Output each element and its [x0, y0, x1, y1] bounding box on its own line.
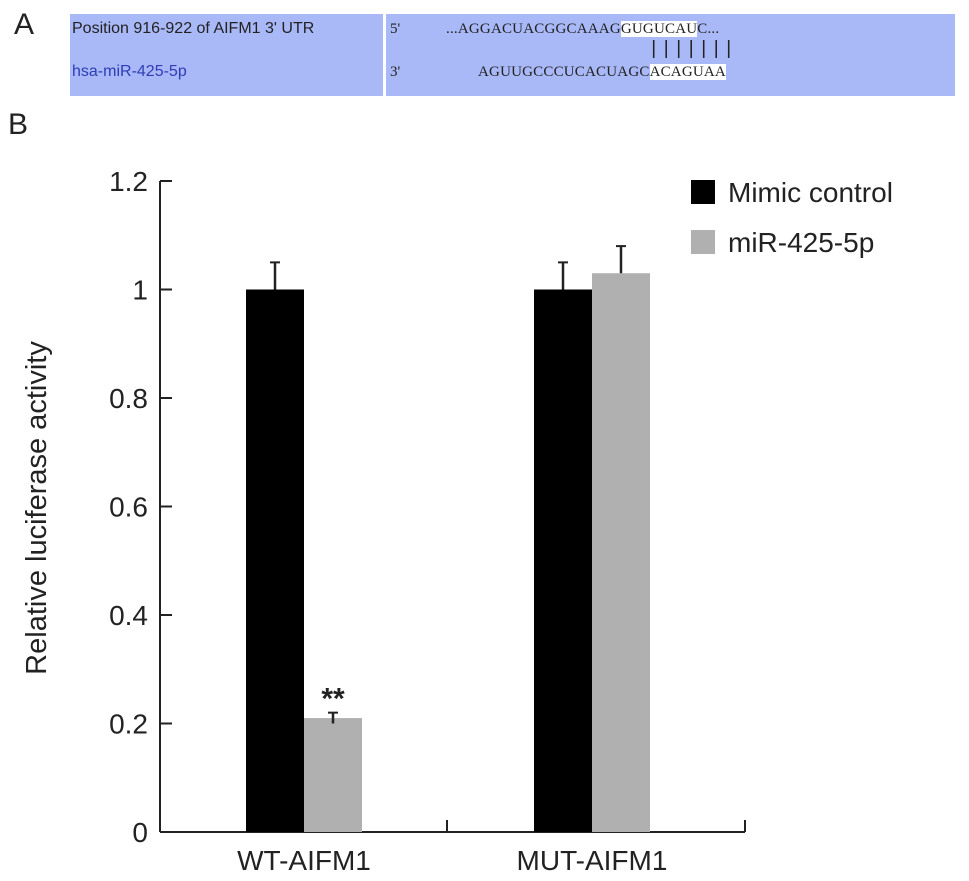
y-tick-label: 0.2 — [109, 709, 148, 740]
legend-swatch-Mimic control — [691, 180, 715, 204]
chart-axes: 0 0.2 0.4 0.6 0.8 1 1.2 WT-AIFM1 MUT-AIFM1 — [109, 166, 746, 876]
panel-b-label: B — [8, 108, 29, 141]
y-tick-label: 0.6 — [109, 492, 148, 523]
legend-label: miR-425-5p — [728, 227, 874, 258]
y-tick-label: 1.2 — [109, 166, 148, 197]
utr-seed-region: GUGUCAU — [620, 21, 698, 37]
utr-sequence: ...AGGACUACGGCAAAGGUGUCAUC... — [446, 21, 719, 38]
mirna-sequence: AGUUGCCCUCACUAGCACAGUAA — [478, 64, 726, 81]
base-pairing-lines: ||||||| — [648, 38, 736, 60]
y-tick-label: 1 — [132, 275, 148, 306]
panel-a-label: A — [14, 8, 35, 41]
y-tick-label: 0.8 — [109, 383, 148, 414]
significance-marker: ** — [321, 683, 345, 716]
y-axis-title: Relative luciferase activity — [21, 341, 53, 675]
mirna-name-label: hsa-miR-425-5p — [72, 63, 187, 80]
utr-sequence-pre: ...AGGACUACGGCAAAG — [446, 21, 621, 37]
chart-legend: Mimic control miR-425-5p — [691, 177, 893, 258]
bar-MUT-AIFM1-Mimic control — [534, 289, 592, 832]
x-category-label: MUT-AIFM1 — [517, 845, 668, 876]
utr-sequence-post: C... — [697, 21, 720, 37]
sequence-alignment-box — [70, 14, 955, 96]
legend-swatch-miR-425-5p — [691, 230, 715, 254]
bar-MUT-AIFM1-miR-425-5p — [592, 273, 650, 833]
x-category-label: WT-AIFM1 — [237, 845, 371, 876]
y-tick-label: 0 — [132, 817, 148, 848]
mirna-seed-region: ACAGUAA — [649, 64, 726, 80]
bar-WT-AIFM1-miR-425-5p — [304, 718, 362, 832]
bar-WT-AIFM1-Mimic control — [246, 289, 304, 832]
three-prime-label: 3' — [390, 64, 401, 80]
mirna-sequence-pre: AGUUGCCCUCACUAGC — [478, 64, 650, 80]
chart-bars: ** — [246, 245, 650, 833]
sequence-divider — [383, 14, 386, 96]
five-prime-label: 5' — [390, 21, 401, 37]
y-tick-label: 0.4 — [109, 600, 148, 631]
legend-label: Mimic control — [728, 177, 893, 208]
utr-position-label: Position 916-922 of AIFM1 3' UTR — [72, 20, 315, 37]
